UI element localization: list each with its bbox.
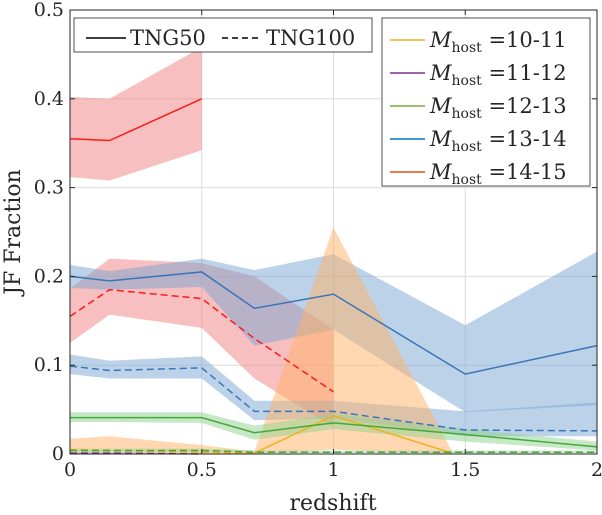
mass-legend-label: Mhost =11-12 — [429, 61, 567, 89]
band-3 — [70, 354, 597, 437]
axis-ticks — [69, 9, 598, 455]
y-tick-label: 0.4 — [34, 88, 64, 110]
y-tick-label: 0 — [52, 443, 64, 465]
x-tick-label: 2 — [591, 459, 602, 481]
series-line-2 — [69, 271, 598, 375]
series-line-4 — [254, 415, 453, 454]
confidence-bands — [70, 47, 597, 454]
y-tick-label: 0.5 — [34, 0, 64, 21]
mass-legend-box — [381, 17, 591, 187]
series-line-7 — [70, 449, 597, 453]
mass-legend-label: Mhost =14-15 — [429, 160, 567, 188]
y-tick-labels: 0 0.1 0.2 0.3 0.4 0.5 — [34, 0, 64, 465]
y-tick-label: 0.1 — [34, 354, 64, 376]
series-line-5 — [69, 448, 255, 454]
x-tick-label: 1 — [327, 459, 339, 481]
band-0 — [70, 47, 202, 181]
y-tick-label: 0.2 — [34, 265, 64, 287]
style-legend-label-tng50: TNG50 — [130, 26, 206, 50]
mass-legend-label: Mhost =12-13 — [429, 94, 567, 122]
band-4 — [254, 227, 453, 454]
mass-legend-label: Mhost =10-11 — [429, 28, 567, 56]
y-axis-label: JF Fraction — [1, 169, 26, 297]
style-legend-box — [73, 17, 373, 53]
series-line-3 — [69, 365, 598, 432]
x-tick-labels: 0 0.5 1 1.5 2 — [64, 459, 602, 481]
mass-legend: Mhost =10-11 Mhost =11-12 Mhost =12-13 Mhos… — [381, 17, 591, 188]
style-legend-label-tng100: TNG100 — [266, 26, 355, 50]
x-axis-label: redshift — [289, 491, 376, 515]
series-lines — [69, 98, 598, 455]
band-6 — [70, 412, 597, 451]
series-line-0 — [69, 98, 203, 142]
mass-legend-label: Mhost =13-14 — [429, 127, 567, 155]
style-legend: TNG50 TNG100 — [73, 17, 373, 53]
x-tick-label: 0.5 — [187, 459, 217, 481]
x-tick-label: 1.5 — [450, 459, 480, 481]
y-tick-label: 0.3 — [34, 177, 64, 199]
x-tick-label: 0 — [64, 459, 76, 481]
series-line-6 — [70, 416, 598, 448]
band-2 — [70, 251, 597, 413]
